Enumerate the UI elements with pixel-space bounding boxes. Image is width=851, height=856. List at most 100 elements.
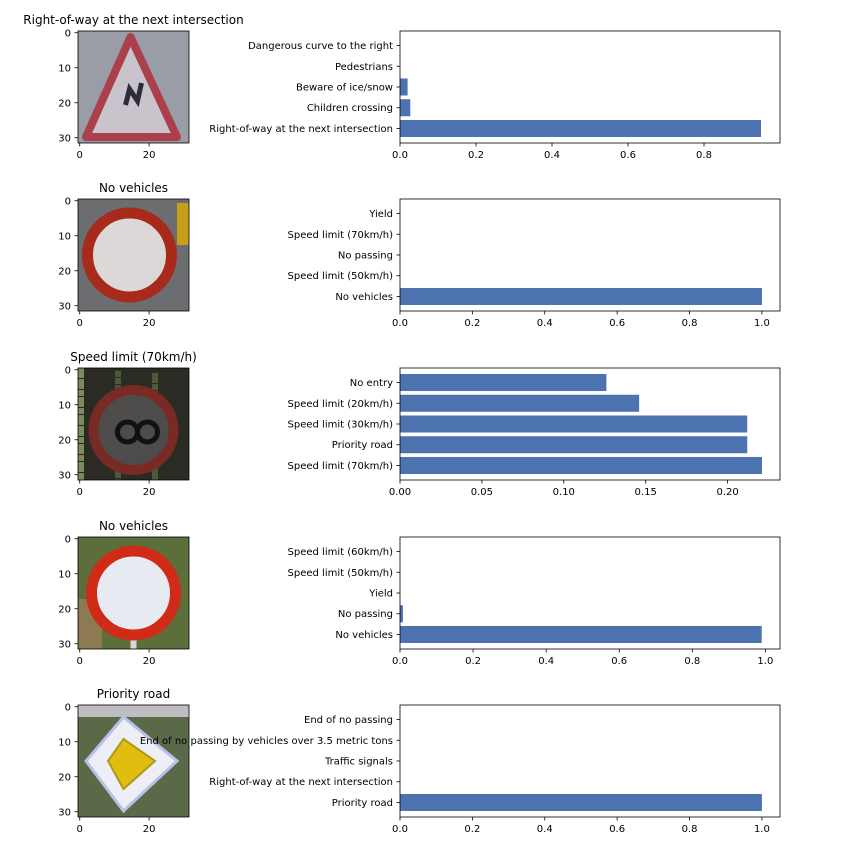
bar bbox=[400, 605, 403, 623]
image-x-tick-label: 20 bbox=[143, 487, 156, 498]
x-tick-label: 1.0 bbox=[754, 824, 770, 835]
bar bbox=[400, 78, 408, 96]
image-title: Right-of-way at the next intersection bbox=[23, 13, 243, 27]
foliage-pixel bbox=[78, 437, 84, 443]
subplot-row-1: No vehicles 0 10 20 30 0 20 No vehicles Speed li… bbox=[58, 181, 781, 329]
y-tick-label: No entry bbox=[350, 378, 393, 389]
image-y-tick-label: 10 bbox=[58, 400, 71, 411]
x-tick-label: 0.0 bbox=[392, 656, 408, 667]
image-y-tick-label: 10 bbox=[58, 231, 71, 242]
x-tick-label: 0.8 bbox=[682, 318, 698, 329]
bar bbox=[400, 394, 640, 412]
x-tick-label: 0.2 bbox=[465, 656, 481, 667]
priority-diamond-inner-icon bbox=[106, 737, 157, 791]
x-tick-label: 0.2 bbox=[468, 150, 484, 161]
y-tick-label: Priority road bbox=[332, 798, 393, 809]
foliage-pixel bbox=[78, 466, 84, 472]
background-sign-icon bbox=[177, 203, 189, 245]
image-x-tick-label: 0 bbox=[77, 656, 83, 667]
background-strip bbox=[78, 705, 189, 717]
speed-limit-circle-icon bbox=[88, 385, 179, 475]
bar bbox=[400, 625, 762, 643]
y-tick-label: Speed limit (60km/h) bbox=[288, 547, 394, 558]
no-vehicles-circle-icon bbox=[82, 207, 177, 303]
x-tick-label: 0.00 bbox=[389, 487, 411, 498]
x-tick-label: 0.20 bbox=[716, 487, 738, 498]
x-tick-label: 0.0 bbox=[392, 150, 408, 161]
foliage-pixel bbox=[115, 479, 121, 480]
foliage-pixel bbox=[78, 430, 84, 436]
y-tick-label: Pedestrians bbox=[335, 62, 393, 73]
plot-frame bbox=[399, 704, 781, 818]
image-y-tick-label: 10 bbox=[58, 569, 71, 580]
foliage-pixel bbox=[78, 379, 84, 385]
image-x-tick-label: 0 bbox=[77, 318, 83, 329]
x-tick-label: 0.10 bbox=[553, 487, 575, 498]
subplot-row-0: Right-of-way at the next intersection010… bbox=[23, 13, 781, 161]
foliage-pixel bbox=[152, 478, 158, 480]
y-tick-label: Traffic signals bbox=[324, 757, 393, 768]
bar-subplot: Right-of-way at the next intersection Chi… bbox=[209, 30, 781, 161]
y-tick-label: Speed limit (20km/h) bbox=[288, 399, 394, 410]
sign-image bbox=[78, 705, 189, 817]
sign-image bbox=[78, 199, 189, 311]
bar-subplot: Speed limit (70km/h) Priority road Speed l… bbox=[288, 367, 781, 498]
image-y-tick-label: 20 bbox=[58, 266, 71, 277]
x-tick-label: 0.2 bbox=[464, 318, 480, 329]
bar bbox=[400, 287, 762, 305]
foliage-pixel bbox=[152, 467, 158, 473]
sign-image bbox=[78, 31, 189, 143]
bar bbox=[400, 415, 748, 433]
image-y-tick-label: 10 bbox=[58, 63, 71, 74]
bar bbox=[400, 374, 607, 392]
y-tick-label: Right-of-way at the next intersection bbox=[209, 777, 393, 788]
y-tick-label: Yield bbox=[368, 209, 393, 220]
y-tick-label: Speed limit (70km/h) bbox=[288, 230, 394, 241]
plot-frame bbox=[399, 367, 781, 481]
foliage-pixel bbox=[78, 368, 84, 374]
bar bbox=[400, 793, 762, 811]
foliage-pixel bbox=[78, 455, 84, 461]
foliage-pixel bbox=[115, 371, 121, 377]
y-tick-label: Children crossing bbox=[307, 103, 393, 114]
image-x-tick-label: 20 bbox=[143, 824, 156, 835]
foliage-pixel bbox=[152, 373, 158, 379]
x-tick-label: 0.6 bbox=[609, 824, 625, 835]
foliage-pixel bbox=[78, 473, 84, 479]
plot-frame bbox=[399, 198, 781, 312]
bar bbox=[400, 119, 761, 137]
y-tick-label: Dangerous curve to the right bbox=[248, 41, 393, 52]
image-subplot: No vehicles 0 10 20 30 0 20 bbox=[58, 519, 190, 667]
bar bbox=[400, 99, 411, 117]
image-title: Priority road bbox=[97, 687, 171, 701]
image-title: No vehicles bbox=[99, 519, 168, 533]
image-title: Speed limit (70km/h) bbox=[70, 350, 197, 364]
foliage-pixel bbox=[78, 372, 84, 378]
x-tick-label: 0.4 bbox=[538, 656, 554, 667]
foliage-pixel bbox=[152, 377, 158, 383]
image-y-tick-label: 20 bbox=[58, 98, 71, 109]
y-tick-label: Speed limit (50km/h) bbox=[288, 271, 394, 282]
image-frame bbox=[77, 30, 190, 144]
image-y-tick-label: 0 bbox=[65, 28, 71, 39]
x-tick-label: 0.2 bbox=[464, 824, 480, 835]
y-tick-label: Right-of-way at the next intersection bbox=[209, 124, 393, 135]
bar-subplot: No vehicles Speed limit (50km/h) No passin… bbox=[288, 198, 781, 329]
image-x-tick-label: 20 bbox=[143, 150, 156, 161]
y-tick-label: No vehicles bbox=[335, 292, 393, 303]
x-tick-label: 0.6 bbox=[611, 656, 627, 667]
triangle-sign-icon bbox=[82, 33, 181, 141]
x-tick-label: 0.8 bbox=[682, 824, 698, 835]
y-tick-label: No passing bbox=[338, 609, 393, 620]
image-y-tick-label: 0 bbox=[65, 365, 71, 376]
x-tick-label: 0.0 bbox=[392, 318, 408, 329]
image-y-tick-label: 0 bbox=[65, 702, 71, 713]
y-tick-label: Speed limit (50km/h) bbox=[288, 568, 394, 579]
y-tick-label: No vehicles bbox=[335, 630, 393, 641]
bar-subplot: Priority road Right-of-way at the next in… bbox=[140, 704, 781, 835]
plot-frame bbox=[399, 536, 781, 650]
x-tick-label: 0.4 bbox=[544, 150, 560, 161]
image-x-tick-label: 0 bbox=[77, 487, 83, 498]
